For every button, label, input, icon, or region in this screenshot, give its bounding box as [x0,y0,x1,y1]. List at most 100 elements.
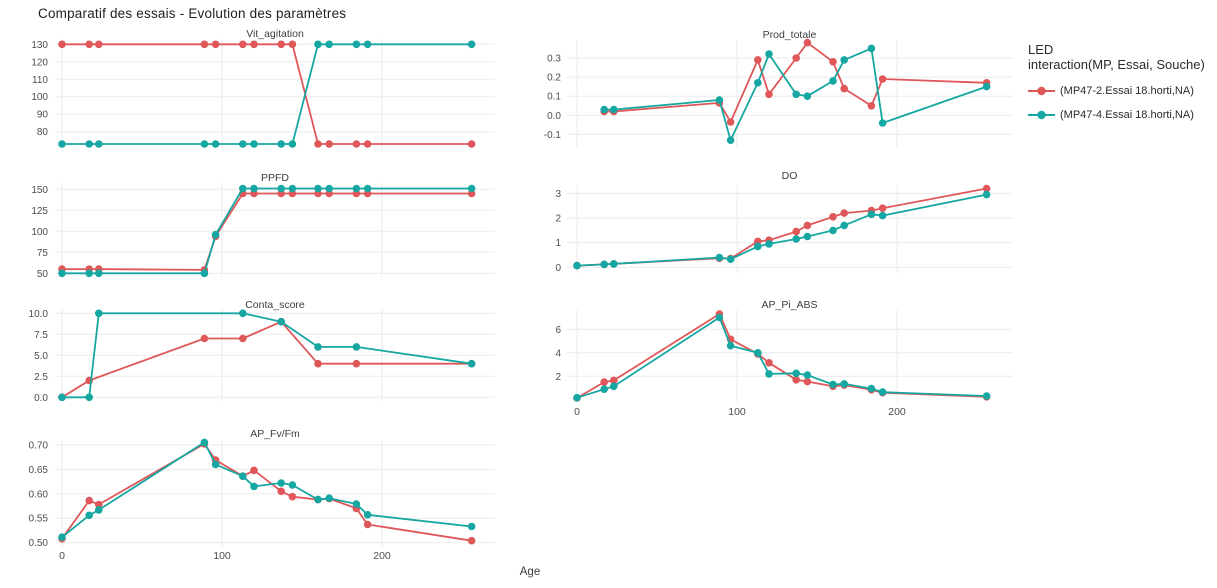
data-point[interactable] [982,392,991,400]
data-point[interactable] [792,235,800,243]
data-point[interactable] [829,226,837,235]
data-point[interactable] [363,40,372,49]
data-point[interactable] [467,184,476,193]
data-point[interactable] [715,313,724,322]
data-point[interactable] [211,40,220,49]
data-point[interactable] [600,378,608,386]
data-point[interactable] [829,58,837,66]
data-point[interactable] [211,230,220,239]
data-point[interactable] [765,370,773,378]
data-point[interactable] [600,260,608,269]
data-point[interactable] [288,492,297,501]
data-point[interactable] [277,184,286,193]
data-point[interactable] [363,184,372,193]
data-point[interactable] [867,44,876,53]
data-point[interactable] [878,388,887,396]
data-point[interactable] [250,184,258,193]
data-point[interactable] [867,384,876,393]
data-point[interactable] [314,184,322,193]
data-point[interactable] [352,500,361,508]
data-point[interactable] [467,140,476,148]
data-point[interactable] [352,359,361,368]
data-point[interactable] [792,376,800,384]
data-point[interactable] [600,105,608,114]
data-point[interactable] [726,118,735,126]
data-point[interactable] [325,494,334,503]
data-point[interactable] [58,269,66,278]
data-point[interactable] [840,84,848,93]
data-point[interactable] [840,209,848,217]
data-point[interactable] [200,140,209,148]
data-point[interactable] [250,482,258,491]
data-point[interactable] [200,334,209,343]
data-point[interactable] [288,40,297,49]
data-point[interactable] [467,536,476,545]
data-point[interactable] [829,213,837,221]
data-point[interactable] [803,221,812,230]
data-point[interactable] [610,260,618,268]
data-point[interactable] [58,40,66,49]
data-point[interactable] [715,253,724,262]
data-point[interactable] [754,56,762,64]
data-point[interactable] [726,255,735,263]
data-point[interactable] [803,377,812,386]
data-point[interactable] [250,40,258,49]
data-point[interactable] [726,136,735,144]
data-point[interactable] [277,140,286,148]
data-point[interactable] [288,481,297,489]
data-point[interactable] [95,269,103,278]
data-point[interactable] [85,393,93,402]
data-point[interactable] [314,40,322,49]
data-point[interactable] [467,40,476,49]
data-point[interactable] [878,211,887,220]
data-point[interactable] [467,359,476,368]
data-point[interactable] [352,343,361,351]
data-point[interactable] [573,261,581,270]
data-point[interactable] [325,140,334,148]
data-point[interactable] [95,309,103,318]
data-point[interactable] [277,487,286,496]
data-point[interactable] [765,359,773,367]
data-point[interactable] [58,533,66,541]
data-point[interactable] [803,232,812,241]
data-point[interactable] [200,438,209,447]
data-point[interactable] [878,75,887,83]
data-point[interactable] [95,500,103,509]
data-point[interactable] [829,77,837,85]
data-point[interactable] [610,105,618,114]
data-point[interactable] [314,140,322,148]
data-point[interactable] [277,40,286,49]
data-point[interactable] [715,96,724,104]
data-point[interactable] [352,184,361,193]
data-point[interactable] [363,511,372,519]
data-point[interactable] [792,54,800,62]
data-point[interactable] [840,56,848,64]
data-point[interactable] [239,184,247,193]
data-point[interactable] [754,242,762,251]
data-point[interactable] [792,90,800,99]
data-point[interactable] [95,40,103,49]
data-point[interactable] [211,460,220,469]
data-point[interactable] [792,369,800,378]
data-point[interactable] [200,40,209,49]
data-point[interactable] [840,221,848,230]
data-point[interactable] [982,82,991,91]
data-point[interactable] [314,343,322,351]
data-point[interactable] [239,472,247,481]
data-point[interactable] [211,140,220,148]
data-point[interactable] [610,376,618,385]
data-point[interactable] [277,317,286,326]
data-point[interactable] [982,190,991,199]
data-point[interactable] [878,204,887,212]
data-point[interactable] [765,240,773,248]
data-point[interactable] [277,479,286,487]
data-point[interactable] [754,79,762,87]
data-point[interactable] [239,334,247,343]
data-point[interactable] [829,380,837,389]
data-point[interactable] [765,90,773,99]
data-point[interactable] [85,40,93,49]
data-point[interactable] [754,349,762,357]
data-point[interactable] [85,511,93,520]
data-point[interactable] [85,496,93,505]
data-point[interactable] [363,140,372,148]
